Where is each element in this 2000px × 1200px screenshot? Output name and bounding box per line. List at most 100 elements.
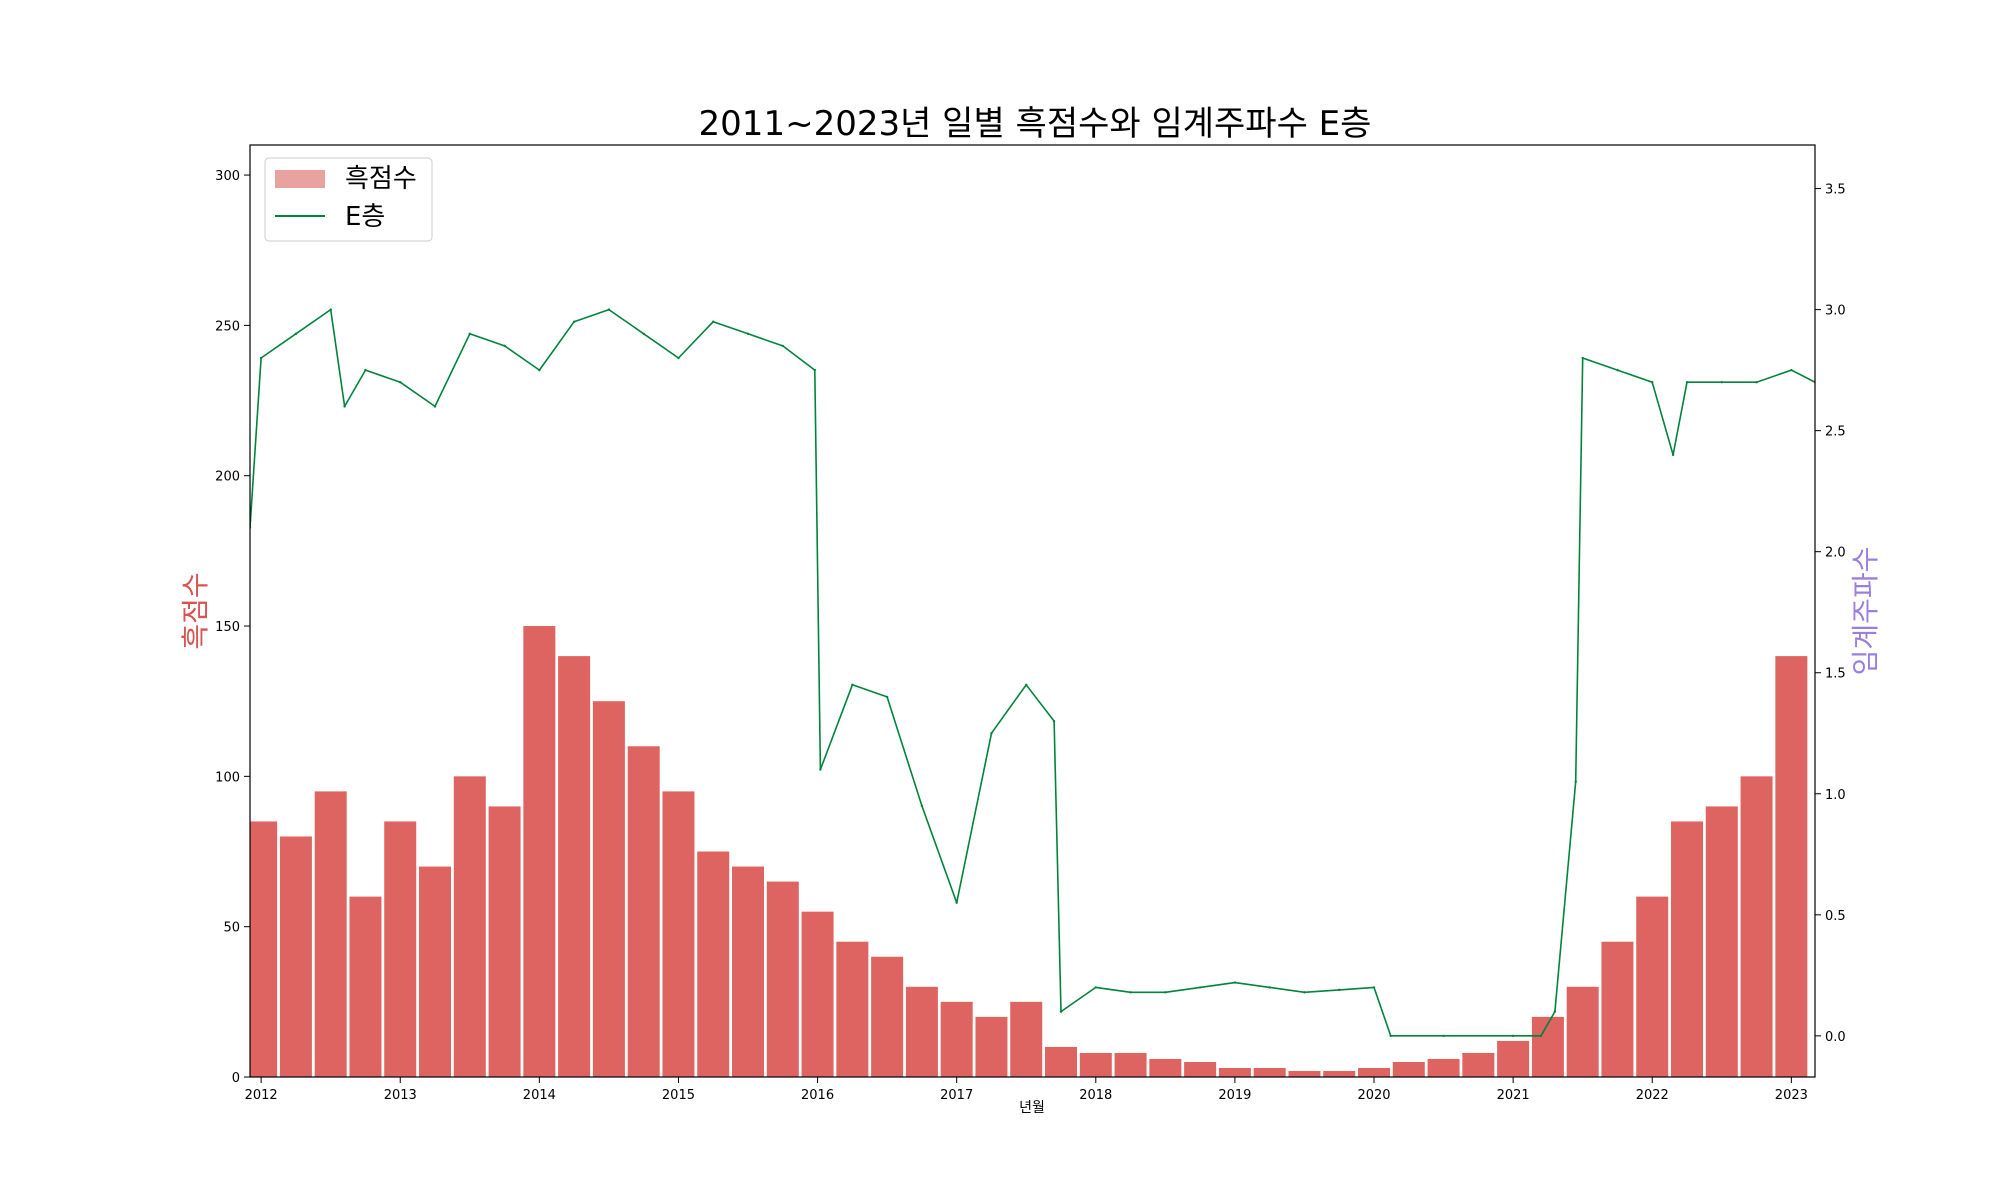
e-layer-point: [677, 356, 680, 360]
chart-title: 2011~2023년 일별 흑점수와 임계주파수 E층: [699, 104, 1372, 144]
x-tick-label: 2021: [1497, 1088, 1530, 1103]
sunspot-bar: [384, 821, 417, 1077]
e-layer-point: [1389, 1034, 1392, 1038]
y-left-tick-label: 0: [232, 1071, 240, 1086]
sunspot-bar: [1636, 896, 1669, 1077]
y-left-tick-label: 50: [223, 921, 240, 936]
y-left-tick-label: 200: [215, 470, 240, 485]
x-tick-label: 2012: [245, 1088, 278, 1103]
sunspot-bar: [871, 956, 904, 1077]
e-layer-line-group: [250, 308, 1815, 1038]
x-axis-label: 년월: [1019, 1100, 1045, 1116]
y-axis-right: 0.0 0.5 1.0 1.5 2.0 2.5 3.0 3.5: [1815, 183, 1846, 1045]
e-layer-line: [250, 308, 1815, 1037]
sunspot-bar: [905, 986, 938, 1077]
y-right-tick-label: 0.0: [1825, 1030, 1846, 1045]
e-layer-point: [781, 344, 784, 348]
sunspot-bar: [1253, 1067, 1286, 1077]
sunspot-bar: [453, 776, 486, 1077]
sunspot-bar: [732, 866, 765, 1077]
y-left-tick-label: 250: [215, 319, 240, 334]
e-layer-point: [1198, 986, 1202, 989]
e-layer-point: [1059, 1010, 1063, 1013]
sunspot-bar: [1218, 1067, 1251, 1077]
e-layer-point: [1574, 780, 1577, 783]
sunspot-bar: [558, 656, 591, 1077]
sunspot-bar: [1392, 1061, 1425, 1077]
x-tick-label: 2013: [384, 1088, 417, 1103]
e-layer-point: [920, 804, 924, 808]
e-layer-point: [1164, 991, 1167, 994]
sunspot-bar: [1323, 1070, 1356, 1077]
e-layer-point: [1581, 356, 1584, 360]
e-layer-point: [468, 332, 471, 336]
sunspot-bar: [1288, 1070, 1321, 1077]
e-layer-point: [343, 405, 346, 408]
e-layer-point: [1511, 1034, 1515, 1038]
e-layer-point: [851, 683, 854, 687]
y-right-tick-label: 3.5: [1825, 183, 1846, 198]
e-layer-point: [1671, 453, 1675, 457]
e-layer-point: [642, 332, 645, 336]
y-right-tick-label: 2.0: [1825, 546, 1846, 561]
legend-swatch-sunspot: [275, 170, 325, 188]
sunspot-bar: [250, 821, 278, 1077]
y-axis-right-label: 임계주파수: [1849, 547, 1882, 676]
sunspot-bar: [1149, 1058, 1182, 1077]
e-layer-point: [712, 320, 715, 323]
e-layer-point: [990, 732, 993, 735]
e-layer-point: [538, 368, 541, 372]
x-tick-label: 2015: [662, 1088, 695, 1103]
sunspot-bar: [940, 1001, 973, 1077]
plot-frame: [249, 144, 1816, 1078]
legend: 흑점수 E층: [264, 157, 433, 242]
y-right-tick-label: 1.5: [1825, 667, 1846, 682]
e-layer-point: [1233, 981, 1237, 984]
y-axis-left: 0 50 100 150 200 250 300: [215, 169, 250, 1086]
sunspot-bar: [1010, 1001, 1043, 1077]
sunspot-bar: [1427, 1058, 1460, 1077]
x-tick-label: 2023: [1775, 1088, 1808, 1103]
e-layer-point: [1442, 1034, 1445, 1038]
e-layer-point: [1553, 1010, 1557, 1013]
sunspot-bar: [1601, 941, 1634, 1077]
e-layer-point: [1616, 368, 1619, 372]
sunspot-bar: [1566, 986, 1599, 1077]
y-axis-left-label: 흑점수: [179, 572, 212, 649]
sunspot-bar: [1775, 656, 1808, 1077]
e-layer-point: [1338, 988, 1341, 992]
e-layer-point: [399, 381, 402, 384]
sunspot-bar: [488, 806, 521, 1077]
e-layer-point: [1685, 381, 1689, 384]
y-left-tick-label: 100: [215, 770, 240, 785]
sunspot-bar: [662, 791, 695, 1077]
e-layer-point: [607, 308, 611, 311]
legend-label-sunspot: 흑점수: [345, 164, 417, 194]
x-tick-label: 2022: [1636, 1088, 1669, 1103]
e-layer-point: [1539, 1034, 1543, 1038]
sunspot-bar: [1045, 1046, 1078, 1077]
sunspot-bar: [1531, 1016, 1564, 1077]
e-layer-point: [364, 368, 367, 372]
sunspot-bar: [1114, 1052, 1147, 1077]
e-layer-point: [329, 308, 332, 311]
sunspot-bar: [523, 626, 556, 1077]
sunspot-bar: [1462, 1052, 1495, 1077]
e-layer-point: [294, 332, 298, 336]
e-layer-point: [1129, 991, 1132, 994]
e-layer-point: [259, 356, 263, 360]
e-layer-point: [885, 695, 889, 699]
e-layer-point: [572, 320, 576, 323]
x-tick-label: 2017: [940, 1088, 973, 1103]
sunspot-bar: [766, 881, 799, 1077]
y-left-tick-label: 300: [215, 169, 240, 184]
e-layer-point: [819, 768, 822, 771]
x-tick-label: 2019: [1218, 1088, 1251, 1103]
sunspot-bar: [1184, 1061, 1217, 1077]
sunspot-bar: [697, 851, 730, 1077]
e-layer-point: [1094, 986, 1097, 989]
e-layer-point: [503, 344, 506, 348]
e-layer-point: [1720, 381, 1723, 384]
legend-label-e-layer: E층: [345, 202, 385, 232]
